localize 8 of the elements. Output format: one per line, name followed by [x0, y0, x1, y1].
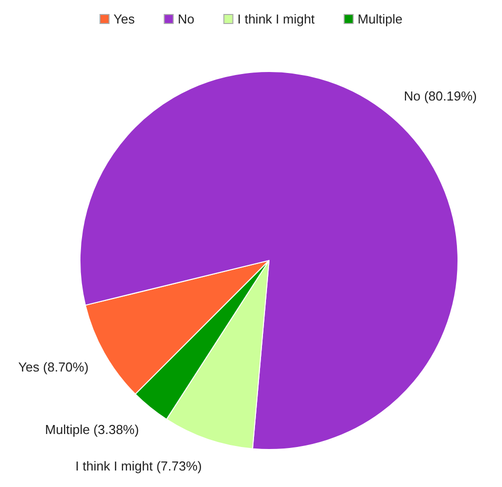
data-label: No (80.19%): [404, 88, 477, 104]
legend-label: I think I might: [237, 12, 316, 26]
data-label: Yes (8.70%): [18, 359, 89, 374]
legend-label: Yes: [114, 12, 136, 26]
data-label: I think I might (7.73%): [75, 458, 202, 474]
legend-label: Multiple: [358, 12, 402, 26]
legend-label: No: [178, 12, 194, 26]
data-label: Multiple (3.38%): [45, 422, 139, 437]
